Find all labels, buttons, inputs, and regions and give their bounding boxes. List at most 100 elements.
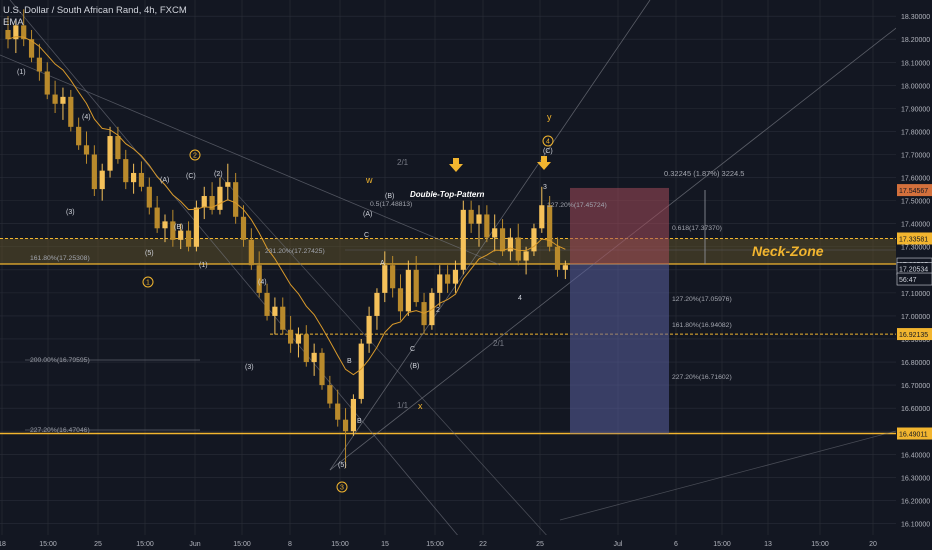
candle-body (476, 214, 482, 224)
candle-body (225, 182, 231, 187)
wave-circle (189, 149, 201, 161)
candle-body (468, 209, 474, 224)
candle-body (28, 39, 35, 58)
candle-body (366, 315, 372, 344)
wave-label: (C) (543, 148, 553, 155)
candle-body (288, 329, 294, 344)
candle-body (382, 265, 388, 293)
price-tick-label: 18.00000 (901, 83, 930, 90)
candle-body (303, 334, 309, 363)
fib-label: 0.5(17.48813) (370, 201, 412, 208)
price-badge (896, 272, 932, 286)
time-tick-label: 15:00 (39, 541, 57, 548)
candle-body (162, 221, 168, 229)
fib-label: 161.80%(16.94082) (672, 322, 732, 329)
wave-label: (3) (245, 364, 254, 371)
candle-body (515, 237, 521, 261)
price-badge-label: 17.54567 (899, 188, 928, 195)
candle-body (170, 221, 176, 240)
price-badge-label: 56:47 (899, 277, 917, 284)
candle-body (272, 306, 278, 316)
candle-body (36, 57, 42, 72)
candle-body (523, 251, 529, 261)
price-badge (897, 232, 932, 245)
time-tick-label: 15:00 (811, 541, 829, 548)
candle-body (256, 265, 262, 293)
wave-label: 3 (543, 184, 547, 191)
ema-indicator-label[interactable]: EMA (3, 17, 24, 28)
price-badge-label: 16.49011 (899, 432, 928, 439)
wave-circle-label: 3 (340, 485, 344, 492)
wave-label: (2) (214, 171, 223, 178)
candle-body (390, 265, 396, 289)
wave-label: (B) (410, 363, 419, 370)
candle-body (248, 239, 254, 266)
candle-body (358, 343, 364, 399)
candle-body (91, 154, 97, 190)
candle-body (68, 96, 74, 127)
candle-body (460, 209, 466, 270)
wave-label: 4 (518, 295, 522, 302)
time-tick-label: 25 (94, 541, 102, 548)
price-tick-label: 16.20000 (901, 498, 930, 505)
price-tick-label: 17.40000 (901, 222, 930, 229)
time-tick-label: 15:00 (331, 541, 349, 548)
price-tick-label: 16.10000 (901, 521, 930, 528)
time-tick-label: 6 (674, 541, 678, 548)
target-box (570, 264, 669, 434)
fib-label: 127.20%(17.45724) (547, 202, 607, 209)
price-badge (897, 427, 932, 440)
candle-body (115, 136, 121, 160)
price-tick-label: 17.10000 (901, 291, 930, 298)
fib-label: 231.20%(17.27425) (265, 248, 325, 255)
measure-label: 0.32245 (1.87%) 3224.5 (664, 169, 744, 178)
price-tick-label: 16.70000 (901, 383, 930, 390)
fib-label: 227.20%(16.71602) (672, 374, 732, 381)
candle-body (499, 228, 506, 252)
price-tick-label: 16.80000 (901, 360, 930, 367)
candle-body (405, 269, 411, 312)
wave-label: (C) (186, 173, 196, 180)
fib-label: 227.20%(16.47046) (30, 427, 90, 434)
time-tick-label: 15:00 (136, 541, 154, 548)
candle-body (319, 352, 325, 386)
time-tick-label: 15:00 (426, 541, 444, 548)
candle-body (131, 172, 137, 183)
wave-label: (4) (258, 279, 267, 286)
wave-label: (5) (338, 462, 347, 469)
candle-body (342, 419, 349, 432)
candle-body (335, 403, 341, 420)
time-tick-label: 13 (764, 541, 772, 548)
candle-body (264, 292, 270, 316)
wave-label: y (547, 112, 552, 122)
candle-body (437, 274, 443, 293)
candle-body (492, 228, 498, 238)
candle-body (52, 94, 58, 104)
trend-line (0, 54, 501, 266)
wave-label: B (347, 358, 352, 365)
fib-label: 161.80%(17.25308) (30, 255, 90, 262)
wave-circle-label: 2 (193, 153, 197, 160)
candle-body (193, 207, 199, 247)
stop-loss-box (570, 187, 669, 265)
price-tick-label: 16.90000 (901, 337, 930, 344)
wave-label: x (418, 401, 423, 411)
ema-line (7, 36, 566, 376)
price-tick-label: 17.00000 (901, 314, 930, 321)
candle-body (209, 196, 215, 210)
candle-body (83, 145, 90, 155)
wave-circle (542, 135, 554, 147)
time-tick-label: Jul (614, 541, 623, 548)
fib-label: 200.00%(16.79595) (30, 357, 90, 364)
price-tick-label: 16.30000 (901, 475, 930, 482)
time-tick-label: 15:00 (713, 541, 731, 548)
neck-zone-label: Neck-Zone (752, 243, 824, 259)
price-tick-label: 17.60000 (901, 176, 930, 183)
price-tick-label: 17.90000 (901, 106, 930, 113)
time-tick-label: Jun (189, 541, 200, 548)
trend-line (559, 429, 901, 521)
angle-label: 2/1 (493, 339, 505, 348)
candle-body (240, 216, 247, 240)
